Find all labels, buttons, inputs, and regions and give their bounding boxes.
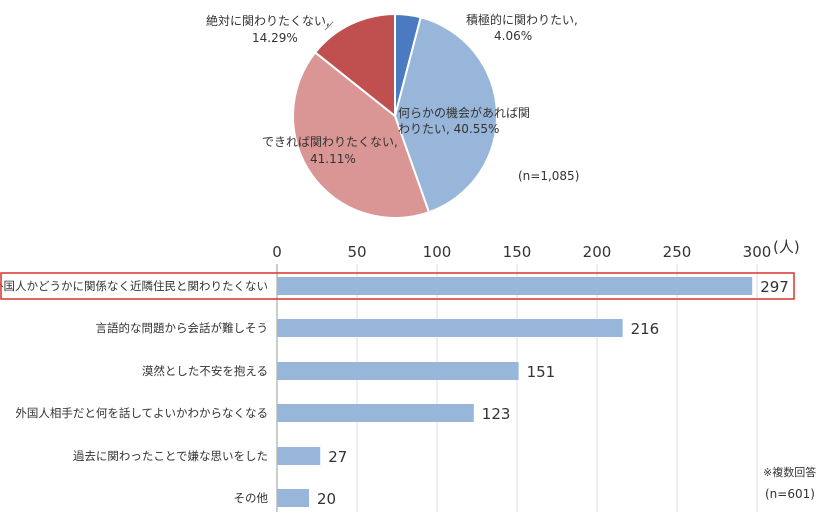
bar-1: [277, 319, 623, 337]
pie-n-note: (n=1,085): [518, 169, 579, 183]
bar-2: [277, 362, 519, 380]
tick-label-300: 300: [743, 243, 772, 261]
category-label-1: 言語的な問題から会話が難しそう: [96, 321, 269, 335]
bar-0: [277, 277, 753, 295]
pie-label-opportunity-1: 何らかの機会があれば関: [398, 105, 530, 120]
category-label-3: 外国人相手だと何を話してよいかわからなくなる: [15, 406, 268, 420]
bar-series: 外国人かどうかに関係なく近隣住民と関わりたくない 297 言語的な問題から会話が難し…: [0, 277, 789, 508]
pie-label-opportunity-2: わりたい, 40.55%: [398, 122, 499, 136]
pie-slice-2: [292, 51, 431, 219]
value-label-0: 297: [760, 278, 789, 296]
value-label-1: 216: [631, 320, 660, 338]
tick-label-150: 150: [503, 243, 532, 261]
bar-3: [277, 404, 474, 422]
pie-value-never: 14.29%: [252, 31, 298, 45]
tick-label-100: 100: [423, 243, 452, 261]
value-label-4: 27: [328, 448, 347, 466]
bar-note-line2: (n=601): [765, 487, 815, 501]
bar-gridlines: [276, 264, 758, 512]
category-label-5: その他: [234, 491, 269, 505]
value-label-5: 20: [317, 490, 336, 508]
pie-label-rather-not: できれば関わりたくない,: [262, 135, 398, 149]
pie-value-rather-not: 41.11%: [310, 152, 356, 166]
pie-chart: [292, 12, 498, 219]
category-label-2: 漠然とした不安を抱える: [142, 364, 268, 378]
bar-axis-unit: (人): [773, 238, 800, 256]
bar-4: [277, 447, 321, 465]
bar-axis-ticks: 0 50 100 150 200 250 300: [272, 243, 771, 261]
tick-label-200: 200: [583, 243, 612, 261]
category-label-0: 外国人かどうかに関係なく近隣住民と関わりたくない: [0, 279, 268, 293]
highlight-box: [0, 272, 795, 300]
category-label-4: 過去に関わったことで嫌な思いをした: [73, 449, 268, 463]
pie-slice-1: [393, 16, 498, 214]
value-label-2: 151: [527, 363, 556, 381]
pie-label-active: 積極的に関わりたい,: [466, 12, 578, 27]
pie-value-active: 4.06%: [494, 29, 532, 43]
tick-label-250: 250: [663, 243, 692, 261]
bar-note-line1: ※複数回答: [763, 465, 816, 479]
value-label-3: 123: [482, 405, 511, 423]
pie-slice-3: [313, 12, 396, 119]
bar-5: [277, 489, 309, 507]
pie-label-never: 絶対に関わりたくない,: [206, 13, 330, 28]
tick-label-0: 0: [272, 243, 282, 261]
pie-leader-line: [324, 21, 334, 31]
tick-label-50: 50: [347, 243, 366, 261]
